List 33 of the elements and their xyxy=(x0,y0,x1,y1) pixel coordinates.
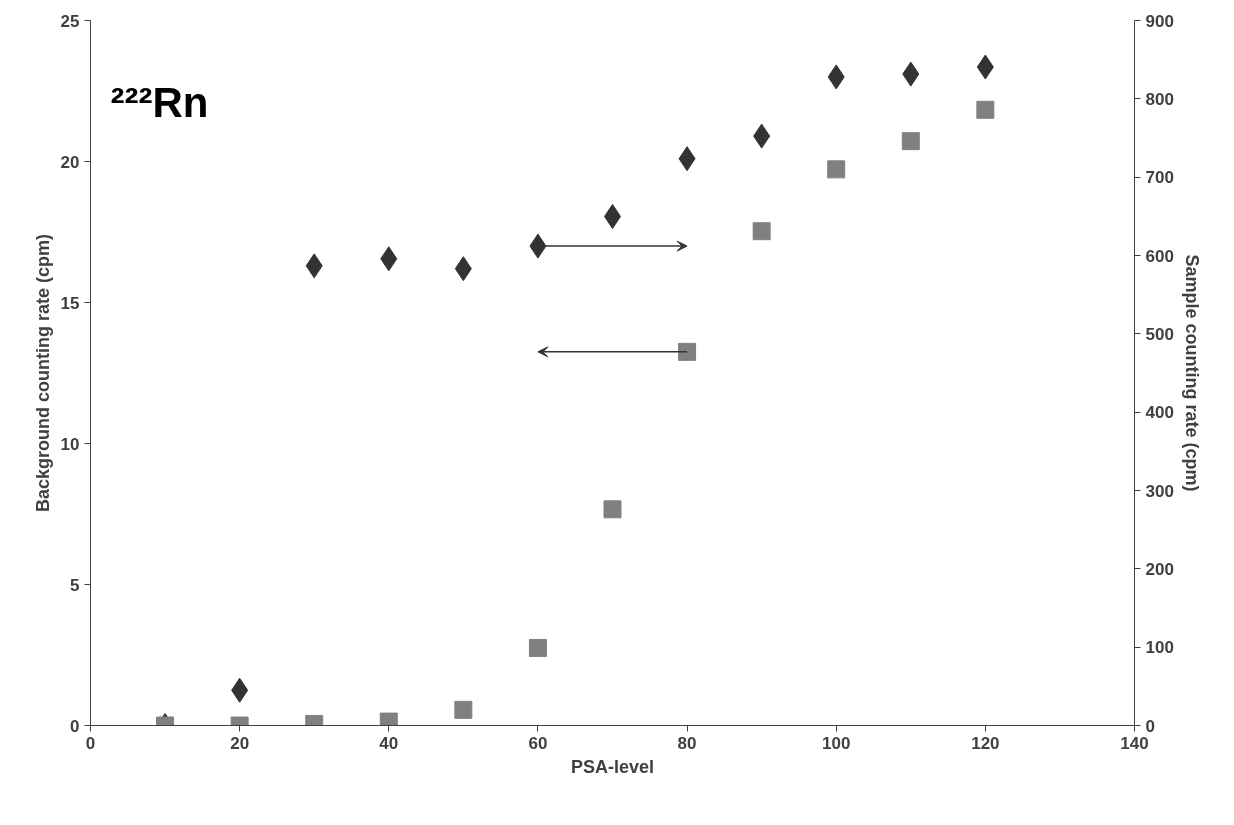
y-tick-label: 10 xyxy=(60,434,80,454)
point xyxy=(827,160,846,179)
y2-tick-label: 600 xyxy=(1145,246,1174,266)
point xyxy=(678,342,697,361)
y2-tick-label: 800 xyxy=(1145,89,1174,109)
x-axis-title: PSA-level xyxy=(570,756,655,777)
y2-tick-label: 700 xyxy=(1145,168,1174,188)
x-tick-label: 40 xyxy=(379,733,399,753)
x-tick-label: 0 xyxy=(85,733,96,753)
annotation: ²²²Rn xyxy=(110,78,209,126)
x-tick-label: 140 xyxy=(1120,733,1149,753)
x-tick-label: 20 xyxy=(230,733,250,753)
y-tick-label: 0 xyxy=(70,716,80,736)
y-tick-label: 25 xyxy=(60,11,80,31)
y2-tick-label: 100 xyxy=(1145,638,1174,658)
y-tick-label: 20 xyxy=(60,152,80,172)
y2-axis-title: Sample counting rate (cpm) xyxy=(1181,254,1202,492)
x-tick-label: 80 xyxy=(677,733,697,753)
x-tick-label: 100 xyxy=(822,733,851,753)
y2-tick-label: 200 xyxy=(1145,559,1174,579)
y2-tick-label: 0 xyxy=(1145,716,1155,736)
y2-tick-label: 400 xyxy=(1145,403,1174,423)
point xyxy=(752,222,771,241)
y2-tick-label: 300 xyxy=(1145,481,1174,501)
point xyxy=(901,132,920,151)
x-tick-label: 120 xyxy=(971,733,1000,753)
y-tick-label: 15 xyxy=(60,293,80,313)
point xyxy=(976,100,995,119)
x-tick-label: 60 xyxy=(528,733,548,753)
y-axis-title: Background counting rate (cpm) xyxy=(32,233,53,513)
y2-tick-label: 900 xyxy=(1145,11,1174,31)
y2-tick-label: 500 xyxy=(1145,324,1174,344)
y-tick-label: 5 xyxy=(70,575,80,595)
